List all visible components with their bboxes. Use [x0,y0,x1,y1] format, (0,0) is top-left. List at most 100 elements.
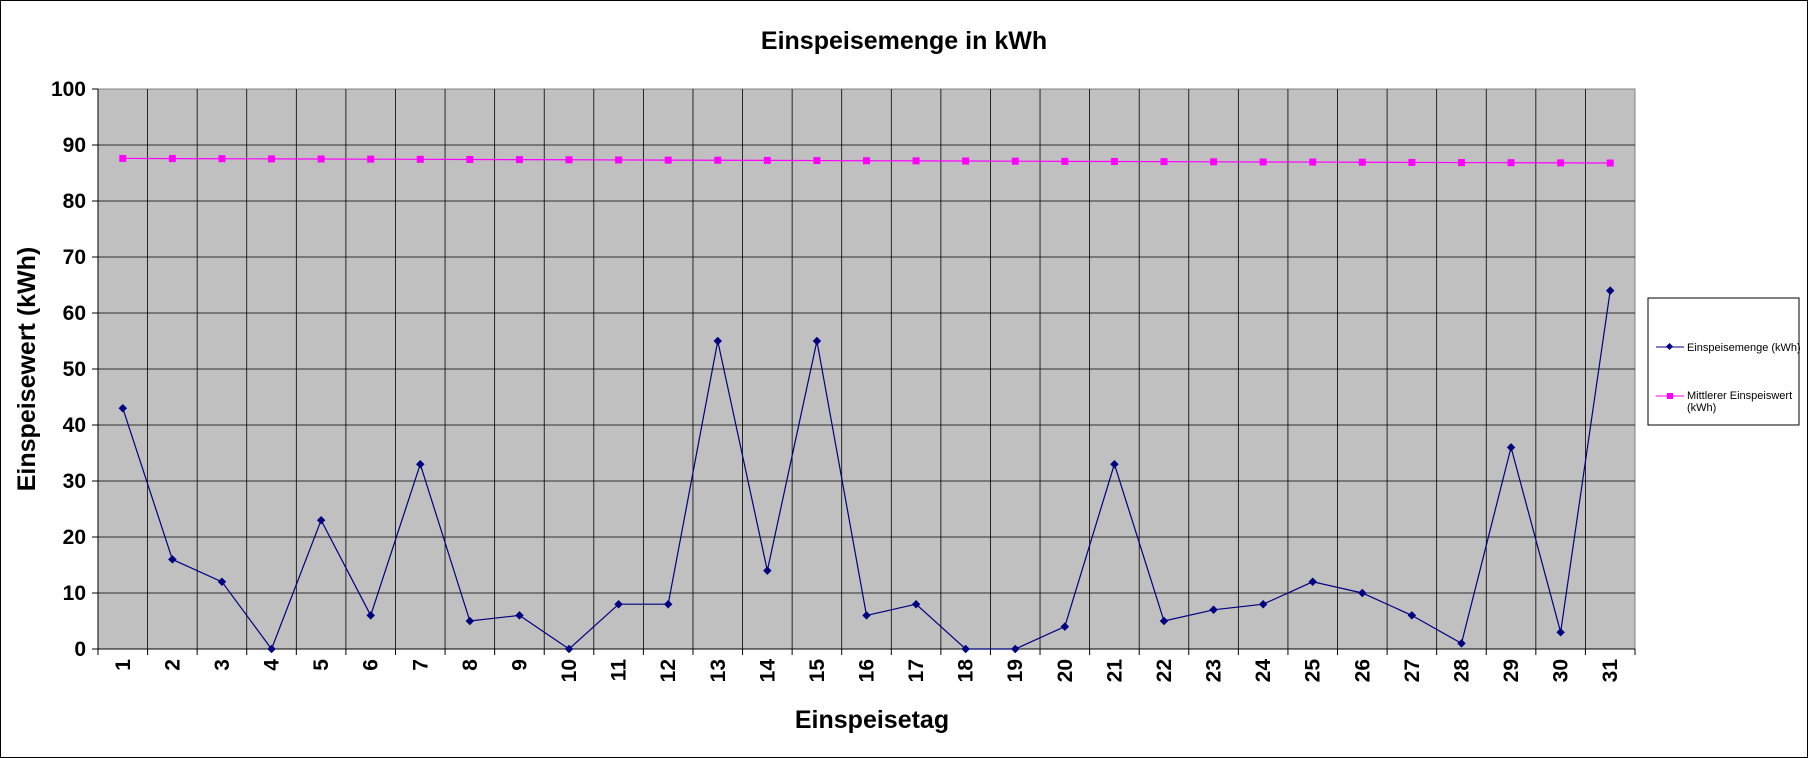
y-axis-ticks: 0 10 20 30 40 50 60 70 80 90 100 [51,78,98,661]
data-point-square [218,155,226,163]
data-point-square [912,157,920,165]
data-point-diamond [416,459,425,469]
data-point-square [863,157,870,165]
data-point-diamond [515,611,524,620]
data-point-square [515,156,523,164]
data-point-square [119,154,127,162]
series-einspeisemenge [118,286,1615,654]
y-tick-label: 40 [63,414,86,437]
data-point-diamond [614,599,623,609]
x-tick-label: 13 [707,659,730,682]
y-tick-label: 50 [63,358,86,381]
data-point-diamond [663,599,673,609]
data-point-square [565,156,573,164]
data-point-square [1210,158,1218,166]
data-point-diamond [1110,459,1119,469]
legend-label-mittlerer-line2: (kWh) [1687,402,1716,414]
y-tick-label: 70 [63,246,86,269]
x-tick-label: 2 [161,659,184,671]
data-point-diamond [1258,599,1268,609]
x-tick-label: 15 [806,659,829,683]
x-tick-label: 16 [856,659,879,682]
x-tick-label: 19 [1004,659,1027,682]
x-tick-label: 11 [608,659,631,682]
y-tick-label: 10 [63,582,86,605]
data-point-square [763,156,771,164]
data-point-square [1358,158,1366,166]
data-point-diamond [1556,627,1565,637]
x-tick-label: 14 [756,659,779,683]
data-point-diamond [1010,644,1020,654]
data-point-diamond [564,644,574,654]
x-tick-label: 24 [1252,659,1275,683]
data-point-diamond [1308,577,1317,587]
data-point-square [367,155,375,163]
data-point-square [1557,159,1565,167]
y-tick-label: 20 [63,526,86,549]
legend-marker-mittlerer [1667,393,1673,399]
y-tick-label: 30 [63,470,86,493]
y-tick-label: 90 [63,134,86,157]
data-point-diamond [911,599,921,609]
x-tick-label: 25 [1302,659,1325,683]
x-tick-label: 6 [360,659,383,671]
series-layer [118,154,1615,654]
x-tick-label: 30 [1550,659,1573,682]
data-point-square [1309,158,1317,166]
x-tick-label: 3 [211,659,234,671]
data-point-diamond [1605,286,1615,295]
x-tick-label: 9 [508,659,531,671]
x-tick-label: 1 [112,659,135,671]
x-tick-label: 28 [1450,659,1473,683]
legend-label-mittlerer: Mittlerer Einspeiswert (kWh) [1687,390,1795,414]
data-point-diamond [713,336,723,346]
x-tick-label: 8 [459,659,482,671]
data-point-square [1507,159,1515,167]
data-point-square [1408,158,1416,166]
data-point-diamond [1209,605,1218,615]
data-point-diamond [1358,588,1367,598]
x-tick-label: 12 [657,659,680,682]
x-axis-ticks: 1 2 3 4 5 6 7 8 9 10 11 12 13 14 15 16 17 18 19 20 21 22 23 24 2… [97,649,1636,683]
data-point-square [1160,158,1168,166]
data-point-square [615,156,623,164]
y-tick-label: 100 [51,78,86,101]
data-point-square [664,156,672,164]
data-point-square [168,155,176,163]
data-point-diamond [316,515,326,525]
data-point-square [1259,158,1267,166]
x-tick-label: 26 [1351,659,1374,682]
x-tick-label: 23 [1203,659,1226,682]
data-point-diamond [366,611,375,620]
x-tick-label: 21 [1103,659,1126,683]
data-point-diamond [118,403,128,413]
grid-lines [97,89,1635,650]
chart-title: Einspeisemenge in kWh [761,27,1047,55]
data-point-square [1606,159,1614,167]
y-tick-label: 0 [74,638,86,661]
x-tick-label: 29 [1500,659,1523,682]
x-tick-label: 31 [1599,659,1622,683]
data-point-diamond [1506,443,1516,452]
data-point-diamond [862,611,871,620]
x-tick-label: 20 [1054,659,1077,682]
x-tick-label: 7 [409,659,432,671]
x-tick-label: 17 [905,659,928,682]
x-tick-label: 5 [310,659,333,671]
data-point-diamond [465,616,475,626]
data-point-diamond [267,644,276,654]
series-mittlerer-einspeiswert [119,154,1614,167]
x-tick-label: 22 [1153,659,1176,682]
x-tick-label: 4 [261,659,284,671]
legend-label-einspeisemenge: Einspeisemenge (kWh) [1687,342,1801,354]
y-tick-label: 80 [63,190,86,213]
data-point-diamond [1407,611,1417,620]
data-point-square [466,156,474,164]
data-point-square [416,155,424,163]
legend: Einspeisemenge (kWh) Mittlerer Einspeisw… [1647,297,1801,426]
data-point-square [962,157,970,165]
data-point-square [1011,157,1019,165]
x-tick-label: 18 [955,659,978,683]
